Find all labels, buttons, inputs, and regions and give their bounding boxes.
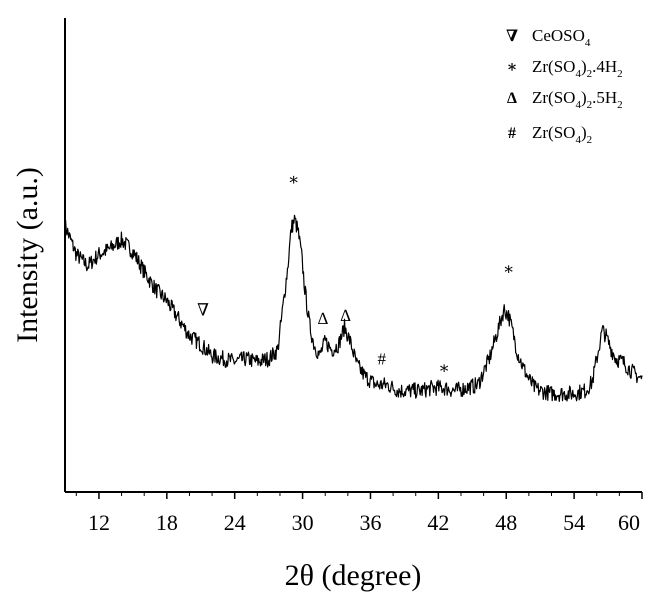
x-tick-label: 54 <box>563 510 585 535</box>
peak-marker: ∗ <box>503 260 515 279</box>
axes <box>64 18 642 493</box>
x-tick-labels: 12 18 24 30 36 42 48 54 60 <box>88 510 640 535</box>
x-tick-label: 30 <box>292 510 314 535</box>
series-line <box>64 214 643 402</box>
peak-annotations: ∇ ∗ ∆ ∆ # ∗ ∗ <box>197 170 514 377</box>
x-tick-label: 24 <box>224 510 246 535</box>
y-axis-title: Intensity (a.u.) <box>11 167 44 343</box>
x-tick-label: 48 <box>495 510 517 535</box>
x-tick-label: 42 <box>427 510 449 535</box>
legend-label: Zr(SO4)2.4H2 <box>532 57 623 80</box>
legend: ∇ CeOSO4 ∗ Zr(SO4)2.4H2 ∆ Zr(SO4)2.5H2 # Zr(SO4… <box>506 26 623 146</box>
legend-symbol: ∇ <box>506 28 518 45</box>
x-tick-label: 12 <box>88 510 110 535</box>
legend-symbol: ∆ <box>507 90 517 107</box>
legend-label: Zr(SO4)2.5H2 <box>532 88 623 111</box>
peak-marker: ∗ <box>288 170 300 189</box>
legend-symbol: ∗ <box>506 59 517 76</box>
x-axis-title: 2θ (degree) <box>285 559 422 592</box>
x-tick-label: 60 <box>618 510 640 535</box>
legend-symbol: # <box>508 125 516 142</box>
peak-marker: ∇ <box>197 300 209 319</box>
peak-marker: # <box>378 350 387 369</box>
x-ticks <box>75 492 643 499</box>
peak-marker: ∗ <box>438 358 450 377</box>
peak-marker: ∆ <box>318 309 329 328</box>
x-tick-label: 36 <box>359 510 381 535</box>
legend-label: Zr(SO4)2 <box>532 123 592 146</box>
x-tick-label: 18 <box>156 510 178 535</box>
legend-label: CeOSO4 <box>532 26 591 49</box>
peak-marker: ∆ <box>340 306 351 325</box>
